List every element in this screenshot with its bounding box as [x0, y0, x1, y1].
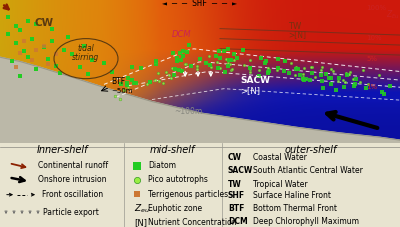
- Text: Surface Haline Front: Surface Haline Front: [253, 191, 331, 200]
- Text: Deep Chlorophyll Maximum: Deep Chlorophyll Maximum: [253, 217, 359, 226]
- Text: Continental runoff: Continental runoff: [38, 161, 108, 170]
- Text: ~100m: ~100m: [174, 107, 202, 116]
- Text: Terrigenous particles: Terrigenous particles: [148, 190, 228, 199]
- Text: TW: TW: [228, 180, 242, 189]
- Text: $Z_{eu}$: $Z_{eu}$: [134, 203, 150, 215]
- Text: outer-shelf: outer-shelf: [285, 145, 337, 155]
- Text: Inner-shelf: Inner-shelf: [36, 145, 88, 155]
- Text: BTF: BTF: [111, 77, 125, 86]
- Text: SHF: SHF: [228, 191, 245, 200]
- Text: South Atlantic Central Water: South Atlantic Central Water: [253, 166, 363, 175]
- Text: DCM: DCM: [228, 217, 248, 226]
- Text: Tropical Water: Tropical Water: [253, 180, 308, 189]
- Polygon shape: [0, 57, 400, 143]
- Text: >[N]: >[N]: [288, 30, 306, 39]
- Text: Euphotic zone: Euphotic zone: [148, 205, 202, 213]
- Text: SACW: SACW: [228, 166, 253, 175]
- Text: mid-shelf: mid-shelf: [150, 145, 196, 155]
- Text: Nutrient Concentration: Nutrient Concentration: [148, 218, 237, 227]
- Text: $Z_{Eu}$: $Z_{Eu}$: [386, 8, 400, 21]
- Text: 1%: 1%: [366, 84, 377, 90]
- Text: 10%: 10%: [366, 35, 382, 41]
- Text: 100%: 100%: [366, 5, 386, 11]
- Text: >[N]: >[N]: [240, 86, 260, 95]
- Text: ~50m: ~50m: [111, 88, 133, 94]
- Text: Onshore intrusion: Onshore intrusion: [38, 175, 106, 184]
- Text: CW: CW: [228, 153, 242, 162]
- Text: stirring: stirring: [72, 53, 100, 62]
- Text: SACW: SACW: [240, 76, 270, 85]
- Text: tidal: tidal: [78, 44, 94, 54]
- Text: Coastal Water: Coastal Water: [253, 153, 307, 162]
- Text: Diatom: Diatom: [148, 161, 176, 170]
- Text: Pico autotrophs: Pico autotrophs: [148, 175, 208, 184]
- Text: TW: TW: [288, 22, 301, 31]
- Text: 5%: 5%: [366, 57, 377, 62]
- Text: Front oscillation: Front oscillation: [42, 190, 103, 199]
- Text: ◄ ─ ─ SHF ─ ─ ►: ◄ ─ ─ SHF ─ ─ ►: [162, 0, 237, 8]
- Text: CW: CW: [34, 18, 54, 28]
- Text: BTF: BTF: [228, 204, 244, 213]
- Text: Bottom Thermal Front: Bottom Thermal Front: [253, 204, 337, 213]
- Text: DCM: DCM: [172, 30, 192, 39]
- Text: Particle export: Particle export: [43, 208, 99, 217]
- Text: [N]: [N]: [134, 218, 147, 227]
